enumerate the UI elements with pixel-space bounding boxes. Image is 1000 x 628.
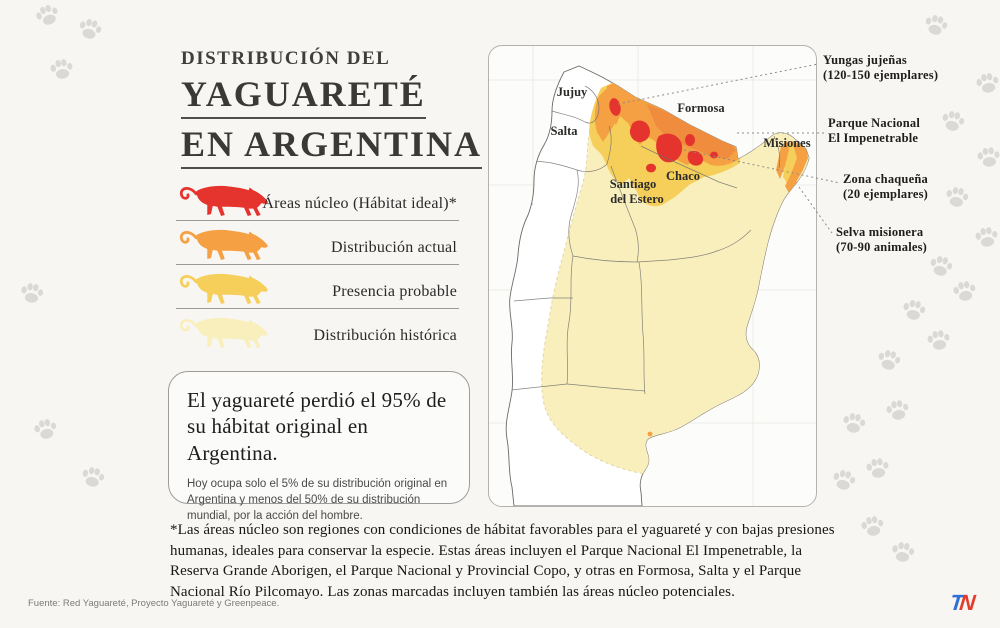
paw-print-icon [923, 13, 950, 38]
province-label-santiago-1: Santiago [610, 177, 657, 191]
tn-logo-n: N [958, 590, 976, 615]
province-label-salta: Salta [550, 124, 578, 138]
legend-label-current: Distribución actual [331, 239, 457, 256]
paw-print-icon [32, 417, 59, 441]
annotation-chaquena: Zona chaqueña (20 ejemplares) [843, 172, 928, 203]
annotation-line: Selva misionera [836, 225, 924, 239]
footnote: *Las áreas núcleo son regiones con condi… [170, 522, 835, 601]
legend-row-probable: Presencia probable [176, 265, 459, 309]
paw-print-icon [77, 16, 104, 42]
paw-print-icon [974, 226, 999, 249]
title-line-1: YAGUARETÉ [181, 75, 426, 119]
paw-print-icon [926, 329, 951, 352]
legend-label-core: Áreas núcleo (Hábitat ideal)* [262, 195, 457, 212]
province-label-formosa: Formosa [677, 101, 725, 115]
province-labels: Jujuy Salta Formosa Chaco Santiago del E… [550, 85, 810, 206]
paw-print-icon [49, 58, 74, 81]
jaguar-silhouette-icon [179, 273, 268, 304]
legend-row-core: Áreas núcleo (Hábitat ideal)* [176, 177, 459, 221]
paw-print-icon [940, 109, 966, 133]
paw-print-icon [865, 457, 890, 480]
legend-label-historic: Distribución histórica [313, 327, 457, 344]
annotation-line: Zona chaqueña [843, 172, 928, 186]
legend: Áreas núcleo (Hábitat ideal)* Distribuci… [176, 177, 459, 352]
annotation-line: (70-90 animales) [836, 240, 928, 255]
paw-print-icon [841, 411, 867, 435]
legend-row-current: Distribución actual [176, 221, 459, 265]
annotation-impenetrable: Parque Nacional El Impenetrable [828, 116, 920, 147]
paw-print-icon [831, 468, 857, 492]
paw-print-icon [19, 282, 45, 305]
title-line-2: EN ARGENTINA [181, 125, 483, 169]
paw-print-icon [890, 541, 916, 564]
province-label-santiago-2: del Estero [610, 192, 664, 206]
legend-label-probable: Presencia probable [332, 283, 457, 300]
paw-print-icon [876, 348, 902, 372]
tn-logo: TN [949, 590, 976, 616]
map-panel: Jujuy Salta Formosa Chaco Santiago del E… [488, 45, 817, 507]
paw-print-icon [860, 514, 886, 538]
title-kicker: DISTRIBUCIÓN DEL [181, 48, 391, 69]
callout-body: Hoy ocupa solo el 5% de su distribución … [187, 477, 448, 522]
annotation-line: El Impenetrable [828, 131, 919, 146]
paw-print-icon [975, 71, 1000, 95]
province-label-jujuy: Jujuy [557, 85, 588, 99]
paw-print-icon [80, 465, 106, 489]
source-credit: Fuente: Red Yaguareté, Proyecto Yaguaret… [28, 598, 280, 609]
area-current-deep [647, 104, 736, 159]
paw-print-icon [901, 298, 927, 322]
jaguar-silhouette-icon [179, 185, 268, 216]
paw-print-icon [928, 254, 954, 278]
paw-print-icon [952, 279, 978, 303]
annotation-misionera: Selva misionera (70-90 animales) [836, 225, 927, 256]
callout-box: El yaguareté perdió el 95% de su hábitat… [168, 371, 470, 522]
callout-heading: El yaguareté perdió el 95% de su hábitat… [187, 388, 447, 465]
province-label-misiones: Misiones [763, 136, 810, 150]
area-current-south-dot [647, 431, 653, 437]
title-block: DISTRIBUCIÓN DEL YAGUARETÉ EN ARGENTINA [181, 48, 483, 176]
paw-print-icon [33, 2, 62, 28]
jaguar-silhouette-icon [179, 317, 268, 348]
annotation-line: (20 ejemplares) [843, 187, 929, 202]
annotation-yungas: Yungas jujeñas (120-150 ejemplares) [823, 53, 938, 84]
paw-print-icon [885, 398, 911, 422]
jaguar-silhouette-icon [179, 229, 268, 260]
annotation-line: Parque Nacional [828, 116, 921, 130]
annotation-line: Yungas jujeñas [823, 53, 907, 67]
paw-print-icon [944, 185, 970, 209]
annotation-line: (120-150 ejemplares) [823, 68, 939, 83]
province-label-chaco: Chaco [666, 169, 700, 183]
legend-row-historic: Distribución histórica [176, 309, 459, 352]
paw-print-icon [976, 146, 1000, 168]
argentina-map: Jujuy Salta Formosa Chaco Santiago del E… [489, 46, 816, 506]
